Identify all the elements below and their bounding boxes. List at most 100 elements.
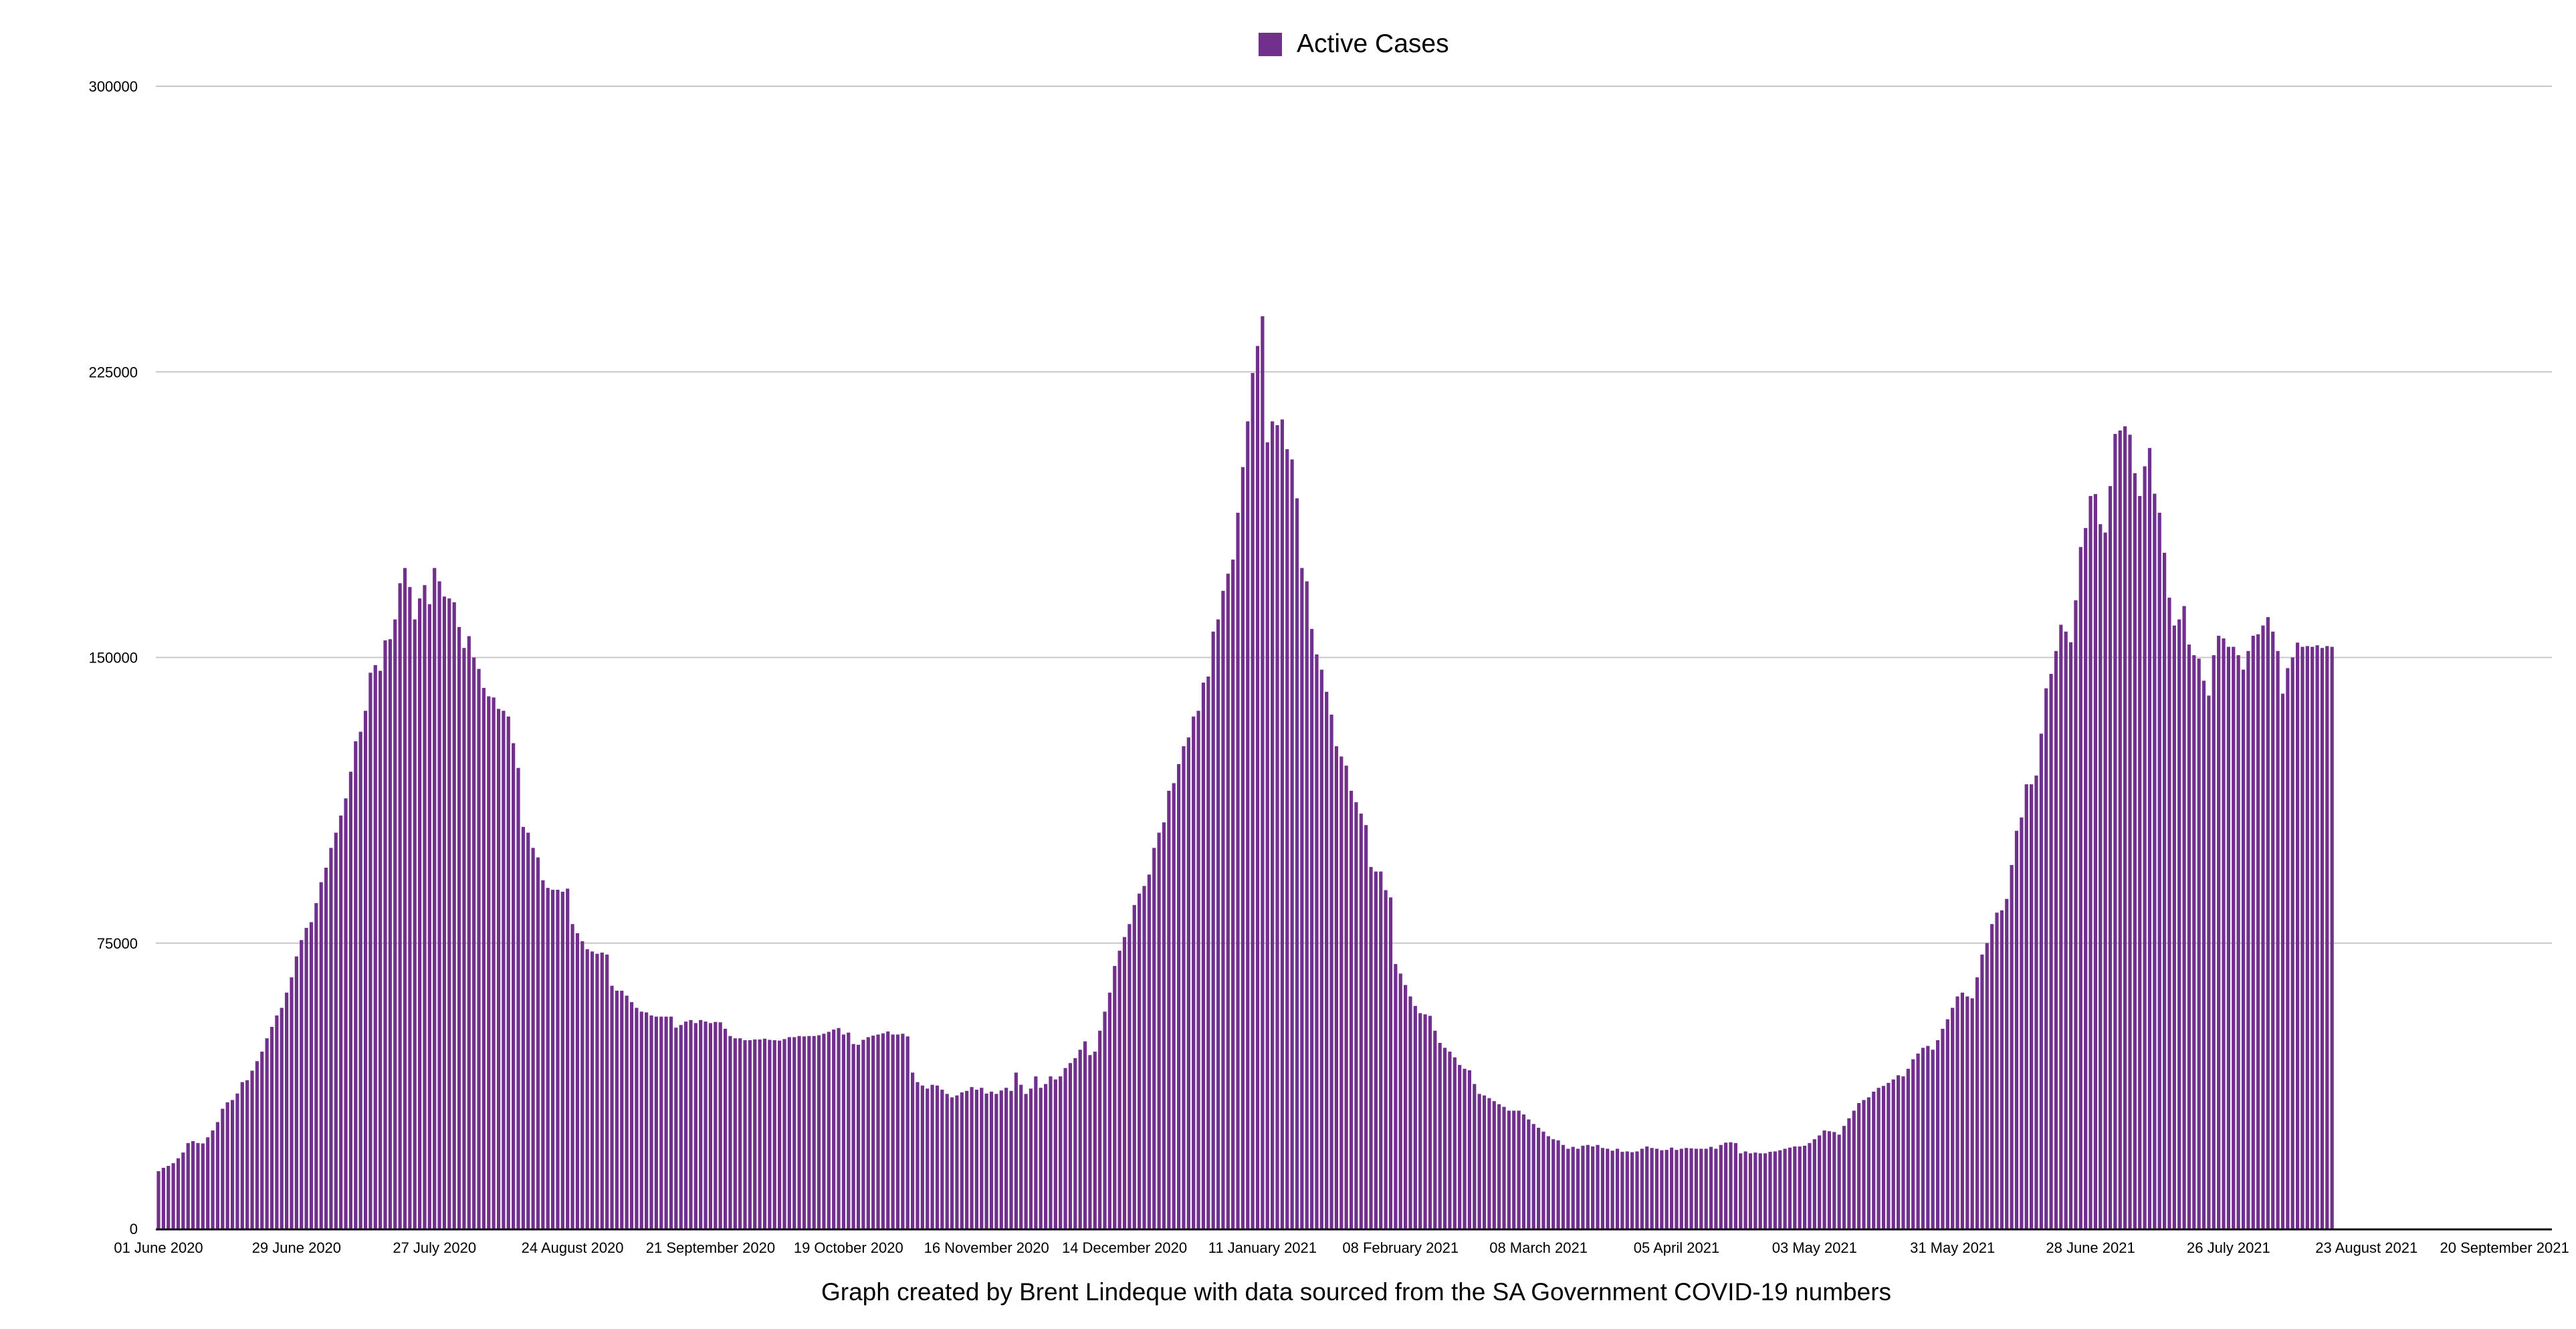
bar — [1122, 937, 1127, 1229]
bar — [841, 1034, 846, 1229]
bar — [905, 1036, 909, 1229]
bar — [2123, 426, 2127, 1229]
bar — [167, 1166, 171, 1229]
bar — [866, 1037, 870, 1229]
x-tick-label: 03 May 2021 — [1772, 1239, 1857, 1256]
bar — [1275, 425, 1279, 1229]
x-tick-label: 01 June 2020 — [114, 1239, 203, 1256]
bar — [1477, 1094, 1481, 1229]
bar — [1423, 1014, 1427, 1229]
bar — [1591, 1146, 1595, 1229]
bar — [876, 1034, 880, 1229]
bar — [206, 1137, 210, 1229]
bar — [1921, 1048, 1925, 1229]
y-tick-label: 0 — [130, 1221, 138, 1237]
bar — [1216, 619, 1220, 1229]
bar — [851, 1044, 855, 1229]
bar — [1428, 1015, 1432, 1229]
bar — [1901, 1076, 1905, 1229]
bar — [664, 1016, 668, 1229]
bar — [999, 1090, 1003, 1229]
bar — [723, 1028, 728, 1229]
bar — [1349, 790, 1354, 1229]
bar — [1931, 1050, 1935, 1229]
bar — [600, 952, 604, 1229]
bar — [861, 1040, 865, 1229]
bar — [1793, 1146, 1797, 1229]
bar — [1887, 1082, 1891, 1229]
bar — [2241, 669, 2246, 1229]
bar — [1669, 1147, 1674, 1229]
bar — [1147, 874, 1151, 1229]
bar — [1512, 1110, 1516, 1229]
bar — [2014, 830, 2019, 1229]
bar — [1221, 590, 1225, 1229]
bar — [1231, 560, 1235, 1229]
bar — [1818, 1135, 1822, 1229]
bar — [916, 1082, 920, 1229]
bar — [442, 596, 447, 1229]
bar — [950, 1097, 954, 1229]
bar — [358, 731, 362, 1229]
bar — [1739, 1153, 1743, 1229]
bar — [886, 1031, 890, 1229]
x-tick-label: 16 November 2020 — [924, 1239, 1049, 1256]
bar — [847, 1032, 851, 1229]
bar — [1546, 1136, 1550, 1229]
bar — [1970, 998, 1974, 1229]
bar — [1009, 1090, 1013, 1229]
bar — [1935, 1040, 1940, 1229]
bar — [1265, 442, 1269, 1229]
bar — [743, 1040, 747, 1229]
bar — [2049, 673, 2053, 1229]
bar — [2000, 910, 2004, 1229]
bar — [2103, 532, 2107, 1229]
bar — [2261, 625, 2265, 1229]
legend-label-active-cases: Active Cases — [1297, 29, 1449, 58]
bar — [225, 1102, 229, 1229]
bar — [1822, 1130, 1826, 1229]
bar — [1029, 1088, 1033, 1229]
bar — [1226, 574, 1230, 1229]
bar — [1059, 1076, 1063, 1229]
bar — [1808, 1142, 1812, 1229]
bar — [1561, 1144, 1566, 1229]
bar — [487, 696, 491, 1229]
bar — [546, 888, 550, 1229]
bar — [240, 1082, 244, 1229]
bar — [1748, 1153, 1753, 1229]
bar — [1182, 746, 1186, 1229]
bar — [329, 848, 333, 1229]
bar — [1778, 1150, 1782, 1229]
bar — [797, 1036, 801, 1229]
legend-swatch-active-cases — [1259, 32, 1282, 56]
bar — [354, 741, 358, 1229]
bar — [1192, 716, 1196, 1229]
bar — [275, 1015, 279, 1229]
bar — [970, 1087, 974, 1229]
bar — [748, 1040, 752, 1229]
bar — [1881, 1086, 1886, 1229]
bar — [2034, 775, 2038, 1229]
bar — [625, 995, 629, 1229]
bar — [1138, 893, 1142, 1229]
bar — [1473, 1084, 1477, 1229]
bar — [1694, 1149, 1699, 1229]
bar — [1339, 756, 1344, 1229]
bar — [2182, 606, 2186, 1229]
bar — [1453, 1057, 1457, 1229]
bar — [1862, 1100, 1866, 1229]
bar — [512, 743, 516, 1229]
bar — [984, 1093, 988, 1229]
x-tick-label: 29 June 2020 — [252, 1239, 341, 1256]
bar — [980, 1088, 984, 1229]
bar — [2039, 733, 2043, 1229]
bar — [2113, 434, 2117, 1229]
bar — [502, 711, 506, 1229]
bar — [1689, 1148, 1693, 1229]
bar — [1990, 924, 1994, 1229]
bar — [156, 1171, 160, 1229]
bar — [974, 1090, 979, 1229]
bar — [930, 1084, 934, 1229]
bar — [2266, 617, 2270, 1229]
